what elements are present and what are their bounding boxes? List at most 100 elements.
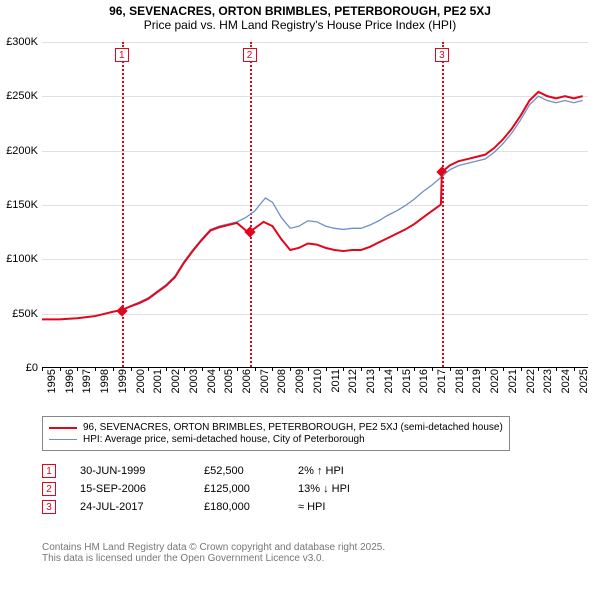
x-axis-tick <box>131 367 132 371</box>
x-axis-tick <box>184 367 185 371</box>
x-axis-label: 2015 <box>397 369 413 393</box>
sales-table-row: 1 30-JUN-1999 £52,500 2% ↑ HPI <box>42 464 378 478</box>
x-axis-tick <box>202 367 203 371</box>
sales-row-price: £180,000 <box>204 501 274 513</box>
x-axis-label: 2020 <box>485 369 501 393</box>
x-axis-label: 2003 <box>184 369 200 393</box>
x-axis-tick <box>538 367 539 371</box>
x-axis-label: 1997 <box>77 369 93 393</box>
sales-row-date: 15-SEP-2006 <box>80 483 180 495</box>
x-axis-tick <box>521 367 522 371</box>
y-axis-label: £150K <box>6 199 42 211</box>
x-axis-label: 1995 <box>42 369 58 393</box>
x-axis-label: 2007 <box>255 369 271 393</box>
sales-row-index-box: 2 <box>42 482 56 496</box>
x-axis-label: 2001 <box>148 369 164 393</box>
x-axis-label: 2017 <box>432 369 448 393</box>
x-axis-label: 2025 <box>574 369 590 393</box>
x-axis-tick <box>343 367 344 371</box>
x-axis-tick <box>166 367 167 371</box>
sales-row-index-box: 1 <box>42 464 56 478</box>
x-axis-tick <box>95 367 96 371</box>
x-axis-label: 1999 <box>113 369 129 393</box>
chart-title-line1: 96, SEVENACRES, ORTON BRIMBLES, PETERBOR… <box>0 0 600 18</box>
x-axis-label: 2005 <box>219 369 235 393</box>
x-axis-label: 2004 <box>202 369 218 393</box>
sales-row-price: £52,500 <box>204 465 274 477</box>
y-axis-label: £250K <box>6 90 42 102</box>
attribution-line1: Contains HM Land Registry data © Crown c… <box>42 542 385 553</box>
x-axis-label: 2002 <box>166 369 182 393</box>
series-line-property <box>42 92 583 320</box>
attribution-text: Contains HM Land Registry data © Crown c… <box>42 542 385 564</box>
x-axis-tick <box>379 367 380 371</box>
sales-table-row: 3 24-JUL-2017 £180,000 ≈ HPI <box>42 500 378 514</box>
x-axis-tick <box>219 367 220 371</box>
sales-row-date: 30-JUN-1999 <box>80 465 180 477</box>
sales-row-price: £125,000 <box>204 483 274 495</box>
y-axis-label: £50K <box>12 308 42 320</box>
x-axis-tick <box>42 367 43 371</box>
x-axis-tick <box>556 367 557 371</box>
x-axis-label: 2014 <box>379 369 395 393</box>
x-axis-tick <box>467 367 468 371</box>
x-axis-label: 2006 <box>237 369 253 393</box>
x-axis-label: 2024 <box>556 369 572 393</box>
x-axis-tick <box>237 367 238 371</box>
x-axis-tick <box>148 367 149 371</box>
sales-row-date: 24-JUL-2017 <box>80 501 180 513</box>
x-axis-label: 1998 <box>95 369 111 393</box>
x-axis-tick <box>290 367 291 371</box>
x-axis-label: 2023 <box>538 369 554 393</box>
legend-swatch <box>49 427 77 429</box>
x-axis-label: 2000 <box>131 369 147 393</box>
sales-table: 1 30-JUN-1999 £52,500 2% ↑ HPI 2 15-SEP-2006 £… <box>42 460 378 518</box>
chart-plot-area: £0£50K£100K£150K£200K£250K£300K199519961… <box>42 42 588 368</box>
x-axis-label: 2019 <box>467 369 483 393</box>
x-axis-label: 1996 <box>60 369 76 393</box>
x-axis-tick <box>414 367 415 371</box>
x-axis-tick <box>60 367 61 371</box>
x-axis-tick <box>113 367 114 371</box>
series-line-hpi <box>42 96 583 319</box>
x-axis-tick <box>255 367 256 371</box>
x-axis-tick <box>77 367 78 371</box>
x-axis-label: 2022 <box>521 369 537 393</box>
chart-container: 96, SEVENACRES, ORTON BRIMBLES, PETERBOR… <box>0 0 600 590</box>
chart-lines <box>42 42 588 367</box>
sales-table-row: 2 15-SEP-2006 £125,000 13% ↓ HPI <box>42 482 378 496</box>
legend-item: HPI: Average price, semi-detached house,… <box>49 434 503 445</box>
x-axis-tick <box>432 367 433 371</box>
sales-row-diff: ≈ HPI <box>298 501 378 513</box>
x-axis-label: 2021 <box>503 369 519 393</box>
x-axis-tick <box>485 367 486 371</box>
legend-swatch <box>49 439 77 440</box>
x-axis-label: 2013 <box>361 369 377 393</box>
x-axis-label: 2018 <box>450 369 466 393</box>
x-axis-label: 2012 <box>343 369 359 393</box>
y-axis-label: £300K <box>6 36 42 48</box>
y-axis-label: £200K <box>6 145 42 157</box>
x-axis-tick <box>308 367 309 371</box>
x-axis-tick <box>272 367 273 371</box>
attribution-line2: This data is licensed under the Open Gov… <box>42 553 385 564</box>
y-axis-label: £0 <box>26 362 42 374</box>
x-axis-tick <box>574 367 575 371</box>
sales-row-diff: 13% ↓ HPI <box>298 483 378 495</box>
sales-row-index-box: 3 <box>42 500 56 514</box>
x-axis-label: 2011 <box>326 369 342 393</box>
x-axis-tick <box>397 367 398 371</box>
x-axis-tick <box>503 367 504 371</box>
y-axis-label: £100K <box>6 253 42 265</box>
x-axis-label: 2010 <box>308 369 324 393</box>
legend-label: HPI: Average price, semi-detached house,… <box>83 434 365 445</box>
sales-row-diff: 2% ↑ HPI <box>298 465 378 477</box>
legend-label: 96, SEVENACRES, ORTON BRIMBLES, PETERBOR… <box>83 422 503 433</box>
x-axis-label: 2016 <box>414 369 430 393</box>
x-axis-tick <box>361 367 362 371</box>
x-axis-tick <box>450 367 451 371</box>
legend-item: 96, SEVENACRES, ORTON BRIMBLES, PETERBOR… <box>49 422 503 433</box>
chart-title-line2: Price paid vs. HM Land Registry's House … <box>0 18 600 32</box>
x-axis-label: 2008 <box>272 369 288 393</box>
legend: 96, SEVENACRES, ORTON BRIMBLES, PETERBOR… <box>42 416 510 451</box>
